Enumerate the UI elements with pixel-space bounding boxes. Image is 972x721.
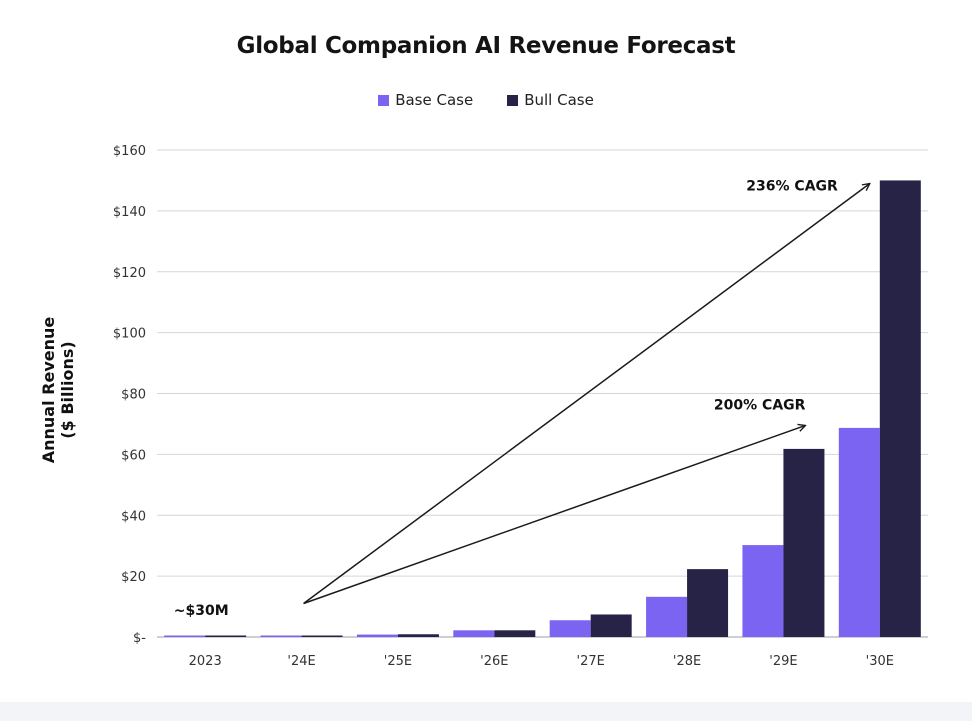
x-tick-label: '28E xyxy=(673,654,701,669)
x-tick-label: '26E xyxy=(480,654,508,669)
y-tick-label: $160 xyxy=(113,144,146,159)
y-tick-label: $40 xyxy=(121,509,146,524)
y-tick-label: $100 xyxy=(113,327,146,342)
x-tick-label: '29E xyxy=(769,654,797,669)
bar-bull xyxy=(397,634,439,637)
legend-item-bull: Bull Case xyxy=(507,91,594,109)
legend-label-bull: Bull Case xyxy=(524,91,594,109)
bar-bull xyxy=(783,448,825,637)
y-tick-label: $20 xyxy=(121,570,146,585)
annotation-label: ~$30M xyxy=(174,603,229,619)
chart-legend: Base Case Bull Case xyxy=(0,91,972,109)
chart-card: Global Companion AI Revenue Forecast Bas… xyxy=(0,0,972,702)
legend-item-base: Base Case xyxy=(378,91,473,109)
annotation-label: 200% CAGR xyxy=(714,397,806,413)
y-tick-label: $- xyxy=(133,631,146,646)
chart-plot: $- $20 $40 $60 $80 $100 $120 $140 $160 2023 '24E '2… xyxy=(113,144,928,669)
x-tick-label: '27E xyxy=(577,654,605,669)
legend-swatch-base xyxy=(378,94,390,106)
cagr-arrow-base xyxy=(303,425,806,605)
y-tick-label: $80 xyxy=(121,388,146,403)
bar-base xyxy=(164,635,206,637)
bar-bull xyxy=(205,635,247,637)
x-tick-label: '30E xyxy=(866,654,894,669)
bar-bull xyxy=(687,569,729,637)
bar-base xyxy=(260,635,302,637)
y-tick-label: $140 xyxy=(113,205,146,220)
bar-base xyxy=(838,427,880,637)
legend-label-base: Base Case xyxy=(395,91,474,109)
y-tick-label: $120 xyxy=(113,266,146,281)
x-tick-label: 2023 xyxy=(189,654,222,669)
bar-bull xyxy=(301,635,343,637)
bar-bull xyxy=(879,180,921,637)
bar-base xyxy=(742,545,784,637)
x-tick-label: '25E xyxy=(384,654,412,669)
bar-base xyxy=(356,634,398,637)
bar-base xyxy=(549,620,591,637)
bar-base xyxy=(646,596,688,637)
bar-base xyxy=(453,630,495,637)
bar-bull xyxy=(590,614,632,637)
annotation-label: 236% CAGR xyxy=(746,178,838,194)
bar-bull xyxy=(494,630,536,637)
cagr-arrow-bull xyxy=(303,183,870,605)
legend-swatch-bull xyxy=(507,94,519,106)
x-tick-label: '24E xyxy=(287,654,315,669)
chart-title: Global Companion AI Revenue Forecast xyxy=(236,33,736,59)
y-tick-label: $60 xyxy=(121,448,146,463)
